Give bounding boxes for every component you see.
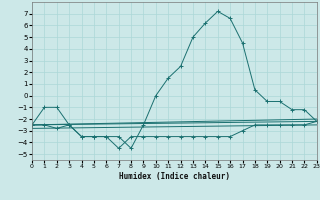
- X-axis label: Humidex (Indice chaleur): Humidex (Indice chaleur): [119, 172, 230, 181]
